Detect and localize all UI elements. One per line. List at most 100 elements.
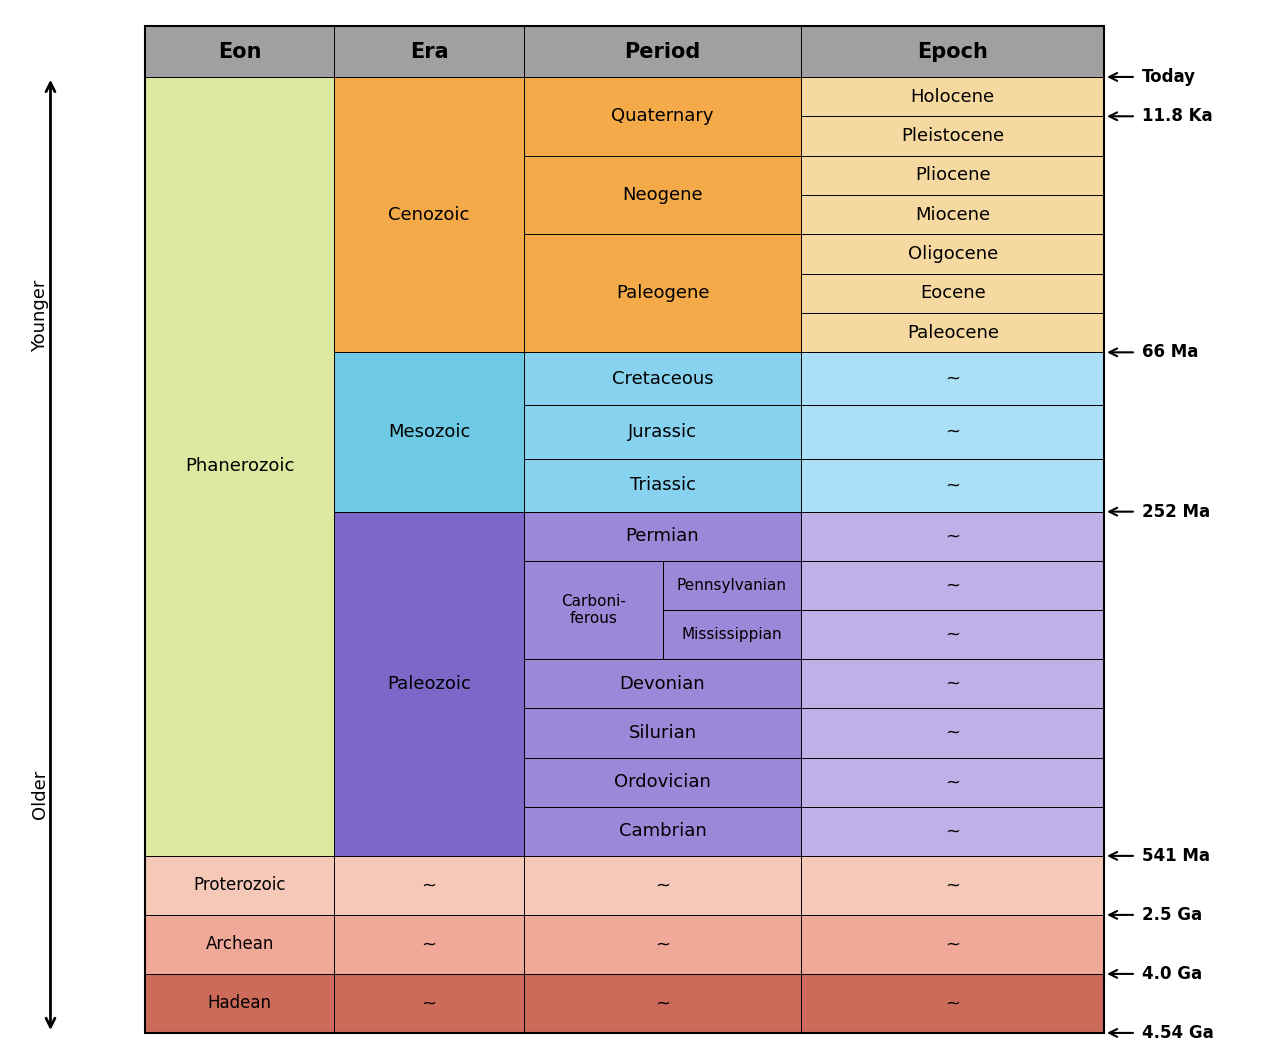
FancyBboxPatch shape bbox=[334, 915, 524, 974]
Text: Period: Period bbox=[625, 42, 700, 61]
Text: Mesozoic: Mesozoic bbox=[387, 423, 471, 441]
FancyBboxPatch shape bbox=[801, 77, 1104, 116]
Text: ~: ~ bbox=[655, 935, 670, 954]
FancyBboxPatch shape bbox=[145, 77, 334, 856]
FancyBboxPatch shape bbox=[801, 708, 1104, 758]
FancyBboxPatch shape bbox=[524, 974, 801, 1033]
FancyBboxPatch shape bbox=[801, 352, 1104, 406]
Text: Cambrian: Cambrian bbox=[618, 822, 707, 840]
Text: ~: ~ bbox=[422, 935, 437, 954]
FancyBboxPatch shape bbox=[801, 406, 1104, 458]
Text: Era: Era bbox=[410, 42, 448, 61]
FancyBboxPatch shape bbox=[524, 659, 801, 708]
Text: Younger: Younger bbox=[32, 279, 49, 352]
FancyBboxPatch shape bbox=[334, 352, 524, 511]
Text: ~: ~ bbox=[945, 774, 960, 792]
FancyBboxPatch shape bbox=[145, 26, 334, 77]
FancyBboxPatch shape bbox=[524, 156, 801, 234]
FancyBboxPatch shape bbox=[334, 511, 524, 856]
Text: ~: ~ bbox=[945, 724, 960, 742]
Text: Permian: Permian bbox=[626, 527, 699, 545]
Text: Pleistocene: Pleistocene bbox=[901, 126, 1005, 145]
FancyBboxPatch shape bbox=[524, 77, 801, 156]
FancyBboxPatch shape bbox=[663, 610, 801, 659]
Text: ~: ~ bbox=[945, 675, 960, 692]
FancyBboxPatch shape bbox=[801, 610, 1104, 659]
Text: ~: ~ bbox=[945, 423, 960, 441]
Text: 4.0 Ga: 4.0 Ga bbox=[1142, 964, 1203, 983]
Text: Devonian: Devonian bbox=[620, 675, 705, 692]
Text: Older: Older bbox=[32, 769, 49, 819]
FancyBboxPatch shape bbox=[801, 156, 1104, 195]
Text: Paleogene: Paleogene bbox=[616, 285, 709, 302]
FancyBboxPatch shape bbox=[524, 458, 801, 511]
Text: ~: ~ bbox=[422, 994, 437, 1013]
FancyBboxPatch shape bbox=[524, 406, 801, 458]
Text: ~: ~ bbox=[655, 994, 670, 1013]
Text: Neogene: Neogene bbox=[622, 186, 703, 204]
Text: Triassic: Triassic bbox=[630, 476, 695, 494]
FancyBboxPatch shape bbox=[801, 806, 1104, 856]
FancyBboxPatch shape bbox=[524, 26, 801, 77]
Text: Oligocene: Oligocene bbox=[907, 245, 998, 264]
FancyBboxPatch shape bbox=[801, 26, 1104, 77]
Text: Phanerozoic: Phanerozoic bbox=[186, 457, 294, 475]
Text: ~: ~ bbox=[945, 876, 960, 895]
Text: ~: ~ bbox=[945, 527, 960, 545]
FancyBboxPatch shape bbox=[145, 915, 334, 974]
Text: Quaternary: Quaternary bbox=[611, 108, 714, 125]
FancyBboxPatch shape bbox=[801, 659, 1104, 708]
FancyBboxPatch shape bbox=[524, 511, 801, 561]
Text: ~: ~ bbox=[945, 626, 960, 644]
FancyBboxPatch shape bbox=[524, 806, 801, 856]
Text: Cretaceous: Cretaceous bbox=[612, 370, 713, 388]
Text: ~: ~ bbox=[945, 476, 960, 494]
Text: ~: ~ bbox=[945, 370, 960, 388]
FancyBboxPatch shape bbox=[524, 352, 801, 406]
Text: 252 Ma: 252 Ma bbox=[1142, 503, 1210, 521]
FancyBboxPatch shape bbox=[524, 561, 663, 659]
Text: Paleozoic: Paleozoic bbox=[387, 675, 471, 692]
Text: ~: ~ bbox=[655, 876, 670, 895]
FancyBboxPatch shape bbox=[801, 511, 1104, 561]
FancyBboxPatch shape bbox=[663, 561, 801, 610]
FancyBboxPatch shape bbox=[801, 561, 1104, 610]
Text: Proterozoic: Proterozoic bbox=[193, 876, 286, 895]
FancyBboxPatch shape bbox=[334, 974, 524, 1033]
FancyBboxPatch shape bbox=[801, 974, 1104, 1033]
Text: Today: Today bbox=[1142, 67, 1196, 86]
FancyBboxPatch shape bbox=[524, 708, 801, 758]
Text: Carboni-
ferous: Carboni- ferous bbox=[560, 593, 626, 626]
Text: ~: ~ bbox=[945, 994, 960, 1013]
Text: 11.8 Ka: 11.8 Ka bbox=[1142, 108, 1213, 125]
Text: Ordovician: Ordovician bbox=[615, 774, 711, 792]
FancyBboxPatch shape bbox=[801, 915, 1104, 974]
FancyBboxPatch shape bbox=[524, 234, 801, 352]
FancyBboxPatch shape bbox=[801, 234, 1104, 274]
FancyBboxPatch shape bbox=[524, 758, 801, 806]
FancyBboxPatch shape bbox=[145, 856, 334, 915]
FancyBboxPatch shape bbox=[801, 758, 1104, 806]
FancyBboxPatch shape bbox=[801, 274, 1104, 313]
Text: Cenozoic: Cenozoic bbox=[389, 206, 469, 223]
FancyBboxPatch shape bbox=[145, 974, 334, 1033]
Text: Hadean: Hadean bbox=[208, 994, 271, 1013]
Text: Pennsylvanian: Pennsylvanian bbox=[676, 578, 787, 593]
Text: Epoch: Epoch bbox=[917, 42, 988, 61]
Text: ~: ~ bbox=[945, 577, 960, 594]
Text: Miocene: Miocene bbox=[915, 206, 991, 223]
Text: ~: ~ bbox=[422, 876, 437, 895]
Text: Archean: Archean bbox=[206, 935, 274, 954]
FancyBboxPatch shape bbox=[801, 195, 1104, 234]
Text: Mississippian: Mississippian bbox=[681, 627, 782, 642]
Text: 4.54 Ga: 4.54 Ga bbox=[1142, 1023, 1214, 1042]
FancyBboxPatch shape bbox=[801, 856, 1104, 915]
Text: Jurassic: Jurassic bbox=[628, 423, 697, 441]
FancyBboxPatch shape bbox=[801, 458, 1104, 511]
FancyBboxPatch shape bbox=[334, 77, 524, 352]
Text: Pliocene: Pliocene bbox=[915, 167, 991, 184]
Text: 2.5 Ga: 2.5 Ga bbox=[1142, 905, 1203, 924]
Text: Paleocene: Paleocene bbox=[907, 324, 998, 341]
FancyBboxPatch shape bbox=[801, 313, 1104, 352]
Text: ~: ~ bbox=[945, 935, 960, 954]
